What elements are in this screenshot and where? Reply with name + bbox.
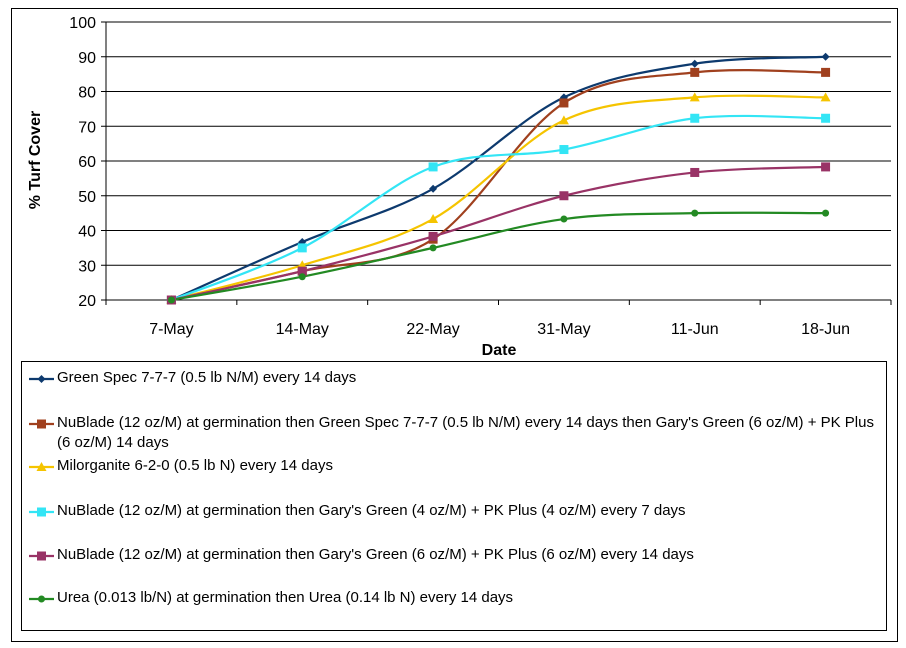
- series-6-point: [429, 244, 437, 252]
- y-tick-label: 20: [78, 293, 96, 310]
- series-4-point: [559, 145, 569, 155]
- series-5-point: [297, 266, 307, 276]
- legend-item: NuBlade (12 oz/M) at germination then Gr…: [28, 413, 878, 453]
- series-line-4: [171, 114, 826, 302]
- legend-item: Milorganite 6-2-0 (0.5 lb N) every 14 da…: [28, 456, 878, 476]
- legend-marker: [37, 419, 46, 429]
- series-4-point: [821, 113, 831, 123]
- series-2-point: [690, 67, 700, 77]
- legend-swatch: [29, 462, 54, 471]
- x-tick-label: 22-May: [406, 321, 459, 338]
- legend-marker: [37, 507, 46, 517]
- legend-marker: [38, 595, 45, 603]
- series-5-point: [690, 167, 700, 177]
- y-axis-label: % Turf Cover: [27, 111, 44, 209]
- y-tick-label: 30: [78, 258, 96, 275]
- legend-item: NuBlade (12 oz/M) at germination then Ga…: [28, 545, 878, 565]
- series-markers: [166, 52, 831, 305]
- legend-label: NuBlade (12 oz/M) at germination then Ga…: [57, 546, 694, 563]
- series-line-6: [171, 211, 826, 302]
- series-1-point: [429, 184, 438, 193]
- series-5-point: [428, 231, 438, 241]
- series-1-point: [821, 52, 830, 61]
- series-line-5: [171, 165, 826, 302]
- series-line-3: [171, 94, 826, 302]
- series-3-point: [428, 214, 439, 224]
- legend-swatch: [29, 375, 54, 383]
- series-6-point: [167, 296, 175, 304]
- legend-label: Urea (0.013 lb/N) at germination then Ur…: [57, 589, 514, 606]
- legend-label: NuBlade (12 oz/M) at germination then Ga…: [57, 502, 686, 519]
- legend-swatch: [29, 551, 54, 561]
- series-3-point: [820, 92, 831, 102]
- series-lines: [170, 55, 826, 302]
- line-chart: 20 30 40 50 60 70 80 90 100 7-May 14-May 22-May 31-…: [27, 15, 892, 359]
- series-line-1: [170, 55, 826, 302]
- series-5-point: [559, 191, 569, 201]
- series-4-point: [297, 243, 307, 253]
- x-tick-label: 31-May: [537, 321, 590, 338]
- series-6-point: [298, 273, 306, 281]
- chart-frame: [11, 8, 898, 642]
- gridlines: [101, 21, 892, 305]
- series-4-point: [428, 162, 438, 172]
- legend-item: NuBlade (12 oz/M) at germination then Ga…: [28, 501, 878, 521]
- legend-item: Green Spec 7-7-7 (0.5 lb N/M) every 14 d…: [28, 368, 878, 388]
- x-tick-label: 14-May: [276, 321, 329, 338]
- legend-swatch: [29, 419, 54, 429]
- y-tick-label: 80: [78, 85, 96, 102]
- y-tick-label: 50: [78, 189, 96, 206]
- legend-swatch: [29, 507, 54, 517]
- series-6-point: [560, 215, 568, 223]
- series-6-point: [822, 209, 830, 217]
- legend-label: NuBlade (12 oz/M) at germination then Gr…: [57, 414, 874, 451]
- series-3-point: [558, 115, 569, 125]
- legend-label: Milorganite 6-2-0 (0.5 lb N) every 14 da…: [57, 457, 333, 474]
- series-3-point: [689, 92, 700, 102]
- series-4-point: [690, 113, 700, 123]
- y-tick-label: 100: [69, 15, 96, 32]
- y-tick-label: 90: [78, 50, 96, 67]
- legend-marker: [37, 375, 46, 383]
- y-tick-label: 70: [78, 119, 96, 136]
- y-tick-label: 40: [78, 224, 96, 241]
- x-tick-label: 7-May: [149, 321, 193, 338]
- x-tick-label: 11-Jun: [671, 321, 719, 338]
- y-tick-label: 60: [78, 154, 96, 171]
- series-2-point: [559, 98, 569, 108]
- legend-marker: [36, 462, 47, 471]
- x-axis-label: Date: [482, 342, 517, 359]
- series-5-point: [821, 162, 831, 172]
- x-tick-labels: 7-May 14-May 22-May 31-May 11-Jun 18-Jun: [149, 321, 850, 338]
- series-2-point: [821, 67, 831, 77]
- legend-marker: [37, 551, 46, 561]
- legend-label: Green Spec 7-7-7 (0.5 lb N/M) every 14 d…: [57, 369, 357, 386]
- series-6-point: [691, 209, 699, 217]
- legend-item: Urea (0.013 lb/N) at germination then Ur…: [28, 588, 878, 608]
- series-1-point: [690, 59, 699, 68]
- x-tick-label: 18-Jun: [801, 321, 850, 338]
- legend-swatch: [29, 595, 54, 603]
- y-tick-labels: 20 30 40 50 60 70 80 90 100: [69, 15, 96, 310]
- legend: Green Spec 7-7-7 (0.5 lb N/M) every 14 d…: [21, 361, 887, 631]
